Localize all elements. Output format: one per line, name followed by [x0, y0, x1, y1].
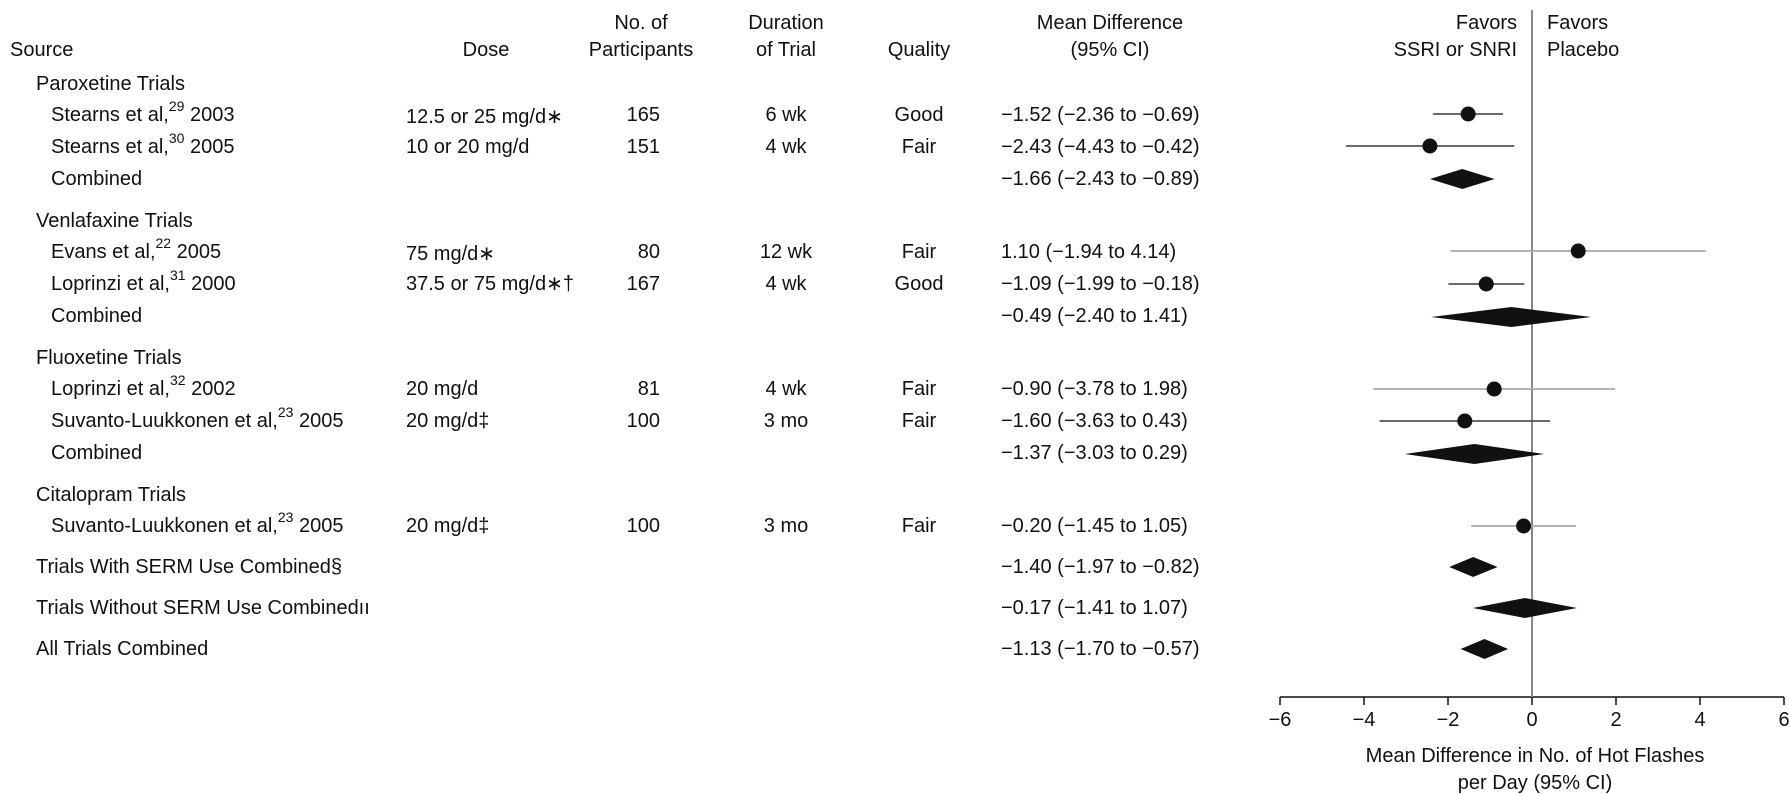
group-title-paroxetine: Paroxetine Trials [36, 73, 185, 95]
header-mean-difference-line1: Mean Difference [1036, 12, 1184, 34]
study-label: Suvanto-Luukkonen et al,23 2005 [51, 404, 344, 432]
x-axis-tick-label: 0 [1526, 709, 1537, 731]
study-label: Suvanto-Luukkonen et al,23 2005 [51, 509, 344, 537]
study-dose: 20 mg/d‡ [406, 410, 490, 432]
header-favors-placebo-line2: Placebo [1547, 39, 1620, 61]
header-duration-line2: of Trial [755, 39, 817, 61]
header-favors-placebo-line1: Favors [1547, 12, 1609, 34]
point-estimate-marker [1478, 276, 1494, 292]
header-source: Source [10, 39, 74, 61]
header-quality: Quality [887, 39, 951, 61]
study-quality: Fair [901, 241, 937, 263]
combined-label: Combined [51, 168, 143, 190]
study-duration: 4 wk [765, 378, 807, 400]
header-favors-ssri-line2: SSRI or SNRI [1393, 39, 1517, 61]
combined-label: Combined [51, 442, 143, 464]
header-participants-line1: No. of [614, 12, 668, 34]
study-duration: 12 wk [759, 241, 813, 263]
study-mean-difference: −0.90 (−3.78 to 1.98) [1001, 378, 1188, 400]
study-label: Stearns et al,29 2003 [51, 98, 235, 126]
header-dose: Dose [462, 39, 510, 61]
group-title-citalopram: Citalopram Trials [36, 484, 187, 506]
study-quality: Fair [901, 515, 937, 537]
study-label: Stearns et al,30 2005 [51, 130, 235, 158]
study-participants: 100 [626, 410, 660, 432]
pooled-estimate-diamond [1429, 169, 1495, 189]
study-participants: 151 [626, 136, 660, 158]
forest-marks [1345, 106, 1706, 659]
study-duration: 6 wk [765, 104, 807, 126]
study-duration: 3 mo [763, 515, 809, 537]
study-mean-difference: −2.43 (−4.43 to −0.42) [1001, 136, 1200, 158]
study-quality: Fair [901, 378, 937, 400]
study-mean-difference: 1.10 (−1.94 to 4.14) [1001, 241, 1177, 263]
combined-mean-difference: −1.66 (−2.43 to −0.89) [1001, 168, 1200, 190]
combined-mean-difference: −1.37 (−3.03 to 0.29) [1001, 442, 1188, 464]
study-dose: 12.5 or 25 mg/d∗ [406, 106, 563, 128]
point-estimate-marker [1516, 518, 1532, 534]
study-dose: 37.5 or 75 mg/d∗† [406, 273, 574, 295]
pooled-estimate-diamond [1472, 598, 1577, 618]
pooled-estimate-diamond [1404, 444, 1545, 464]
summary-all-mean-difference: −1.13 (−1.70 to −0.57) [1001, 638, 1200, 660]
study-quality: Good [894, 273, 944, 295]
study-dose: 75 mg/d∗ [406, 243, 496, 265]
group-title-fluoxetine: Fluoxetine Trials [36, 347, 182, 369]
combined-label: Combined [51, 305, 143, 327]
header-duration-line1: Duration [748, 12, 824, 34]
study-dose: 20 mg/d [406, 378, 479, 400]
x-axis-tick-label: 6 [1778, 709, 1789, 731]
pooled-estimate-diamond [1449, 557, 1498, 577]
pooled-estimate-diamond [1460, 639, 1509, 659]
study-quality: Good [894, 104, 944, 126]
study-duration: 3 mo [763, 410, 809, 432]
study-participants: 80 [637, 241, 660, 263]
x-axis-tick-label: −2 [1437, 709, 1460, 731]
study-label: Loprinzi et al,31 2000 [51, 267, 236, 295]
study-quality: Fair [901, 136, 937, 158]
group-title-venlafaxine: Venlafaxine Trials [36, 210, 193, 232]
study-quality: Fair [901, 410, 937, 432]
point-estimate-marker [1486, 381, 1502, 397]
study-participants: 81 [637, 378, 660, 400]
study-mean-difference: −0.20 (−1.45 to 1.05) [1001, 515, 1188, 537]
study-label: Evans et al,22 2005 [51, 235, 222, 263]
x-axis-tick-label: −4 [1353, 709, 1376, 731]
x-axis-label-line2: per Day (95% CI) [1458, 772, 1613, 794]
x-axis-label-line1: Mean Difference in No. of Hot Flashes [1366, 745, 1705, 767]
pooled-estimate-diamond [1431, 307, 1592, 327]
study-dose: 10 or 20 mg/d [406, 136, 530, 158]
combined-mean-difference: −0.49 (−2.40 to 1.41) [1001, 305, 1188, 327]
header-participants-line2: Participants [588, 39, 694, 61]
study-participants: 165 [626, 104, 660, 126]
point-estimate-marker [1422, 138, 1438, 154]
summary-no-serm-mean-difference: −0.17 (−1.41 to 1.07) [1001, 597, 1188, 619]
point-estimate-marker [1457, 413, 1473, 429]
x-axis-tick-label: −6 [1269, 709, 1292, 731]
study-mean-difference: −1.52 (−2.36 to −0.69) [1001, 104, 1200, 126]
point-estimate-marker [1460, 106, 1476, 122]
point-estimate-marker [1570, 243, 1586, 259]
summary-serm-mean-difference: −1.40 (−1.97 to −0.82) [1001, 556, 1200, 578]
summary-all-label: All Trials Combined [36, 638, 209, 660]
study-mean-difference: −1.09 (−1.99 to −0.18) [1001, 273, 1200, 295]
study-duration: 4 wk [765, 273, 807, 295]
summary-serm-label: Trials With SERM Use Combined§ [36, 556, 343, 578]
study-label: Loprinzi et al,32 2002 [51, 372, 236, 400]
x-axis-tick-label: 4 [1694, 709, 1705, 731]
study-participants: 167 [626, 273, 660, 295]
study-participants: 100 [626, 515, 660, 537]
summary-no-serm-label: Trials Without SERM Use Combinedıı [36, 597, 370, 619]
study-mean-difference: −1.60 (−3.63 to 0.43) [1001, 410, 1188, 432]
x-axis-tick-label: 2 [1610, 709, 1621, 731]
x-axis: −6 −4 −2 0 2 4 6 [1269, 696, 1789, 731]
study-dose: 20 mg/d‡ [406, 515, 490, 537]
study-duration: 4 wk [765, 136, 807, 158]
header-favors-ssri-line1: Favors [1455, 12, 1517, 34]
header-mean-difference-line2: (95% CI) [1070, 39, 1150, 61]
